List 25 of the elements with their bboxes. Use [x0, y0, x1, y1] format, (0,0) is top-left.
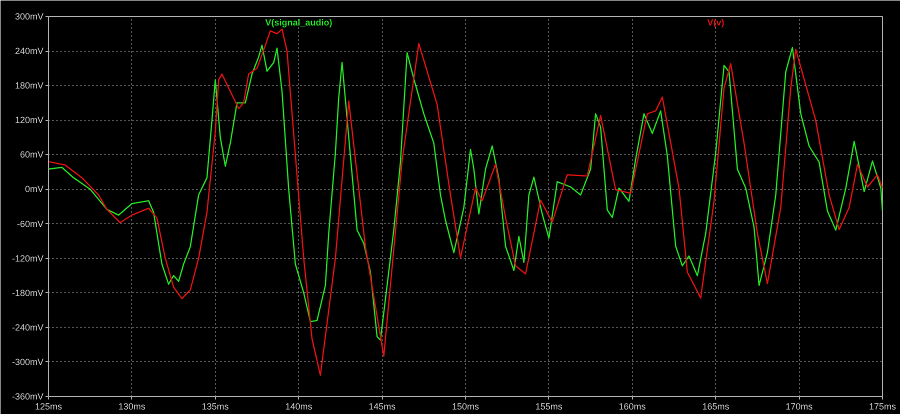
x-tick-label: 165ms — [702, 402, 730, 412]
y-tick-label: 180mV — [14, 80, 44, 91]
x-tick-label: 150ms — [452, 402, 480, 412]
x-tick-label: 125ms — [34, 402, 63, 412]
text: V(signal_audio) — [265, 18, 332, 28]
y-tick-label: 60mV — [20, 150, 44, 160]
y-tick-label: 0mV — [24, 184, 44, 194]
x-tick-label: 135ms — [202, 402, 230, 412]
y-tick-label: -180mV — [12, 288, 44, 298]
y-tick-label: 240mV — [14, 46, 44, 56]
y-tick-label: 120mV — [14, 115, 44, 126]
x-tick-label: 160ms — [618, 402, 646, 412]
x-tick-label: 140ms — [285, 402, 313, 412]
y-tick-label: -300mV — [12, 356, 44, 367]
x-tick-label: 175ms — [868, 402, 897, 412]
y-tick-label: -120mV — [12, 253, 44, 264]
x-tick-label: 145ms — [368, 402, 396, 412]
x-tick-label: 155ms — [535, 402, 563, 412]
x-tick-label: 170ms — [786, 402, 814, 412]
text: V(v) — [707, 18, 724, 28]
y-tick-label: -240mV — [12, 322, 44, 332]
y-tick-label: 300mV — [14, 12, 44, 22]
x-tick-label: 130ms — [118, 402, 146, 412]
y-tick-label: -60mV — [16, 218, 44, 229]
y-tick-label: -360mV — [12, 392, 44, 402]
